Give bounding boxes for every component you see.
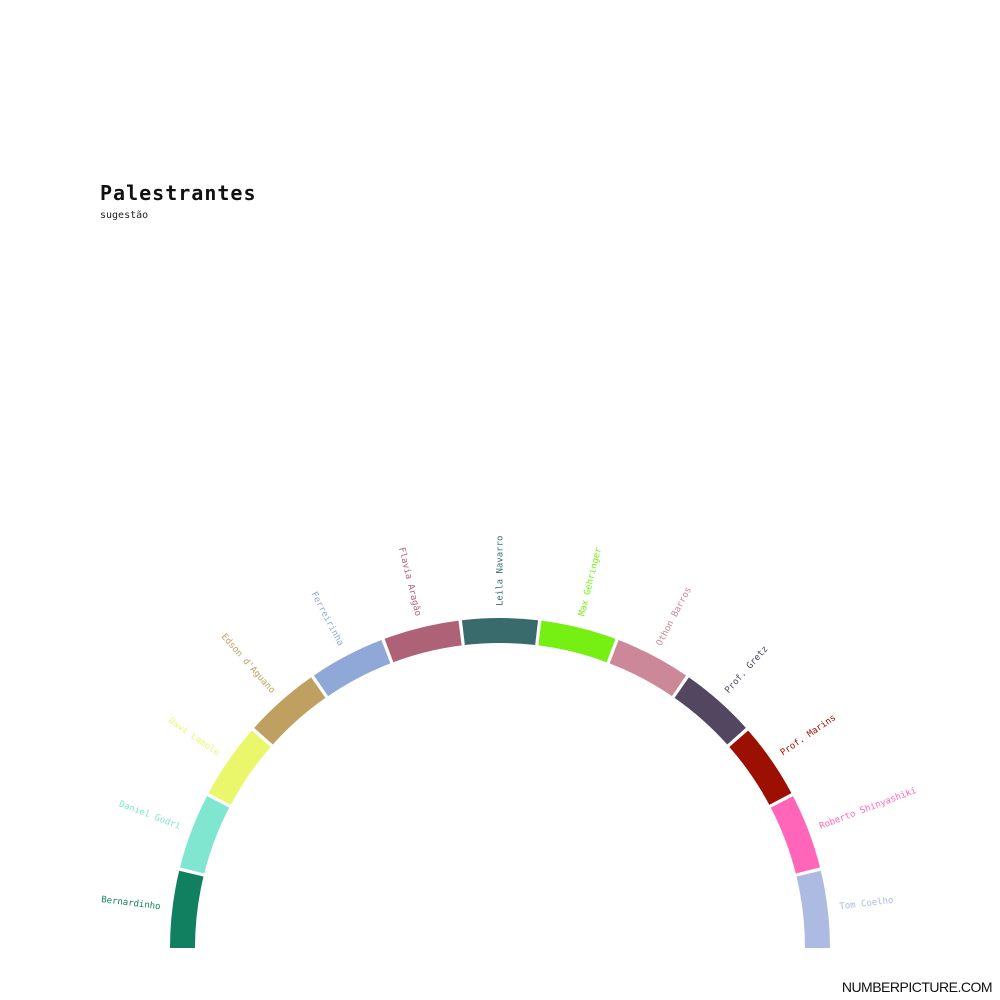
slice-max-gehringer[interactable]: [538, 620, 616, 663]
slice-label-leila-navarro: Leila Navarro: [496, 536, 506, 606]
slice-davi-lamolo[interactable]: [208, 730, 271, 805]
slice-ferreirinha[interactable]: [313, 640, 391, 697]
slice-label-daniel-godri: Daniel Godri: [117, 799, 181, 831]
slice-tom-coelho[interactable]: [796, 870, 830, 948]
slice-label-bernardinho: Bernardinho: [101, 895, 161, 912]
slice-edson-d-aguano[interactable]: [254, 677, 326, 745]
slice-label-ferreirinha: Ferreirinha: [308, 590, 345, 647]
watermark-logo: NUMBERPICTURE.COM: [841, 979, 993, 995]
slice-label-roberto-shinyashiki: Roberto Shinyashiki: [818, 786, 918, 832]
slice-label-tom-coelho: Tom Coelho: [839, 896, 894, 912]
slice-label-davi-lamolo: Davi Lamolo: [166, 716, 221, 758]
slice-roberto-shinyashiki[interactable]: [770, 796, 820, 874]
slice-label-max-gehringer: Max Gehringer: [577, 546, 604, 617]
slice-prof-marins[interactable]: [729, 730, 792, 805]
chart-subtitle: sugestão: [100, 210, 149, 221]
slice-label-othon-barros: Othon Barros: [655, 586, 694, 648]
slice-leila-navarro[interactable]: [461, 618, 539, 646]
slice-bernardinho[interactable]: [170, 870, 204, 948]
slice-label-prof-marins: Prof. Marins: [779, 713, 838, 758]
slice-label-flavia-arag-o: Flavia Aragão: [396, 546, 423, 617]
slice-label-prof-gretz: Prof. Gretz: [723, 644, 770, 695]
slice-label-edson-d-aguano: Edson d'Aguano: [219, 632, 277, 695]
slice-flavia-arag-o[interactable]: [384, 620, 462, 663]
slice-daniel-godri[interactable]: [180, 796, 230, 874]
slice-prof-gretz[interactable]: [674, 677, 746, 745]
slice-othon-barros[interactable]: [609, 640, 687, 697]
chart-title: Palestrantes: [100, 181, 257, 205]
